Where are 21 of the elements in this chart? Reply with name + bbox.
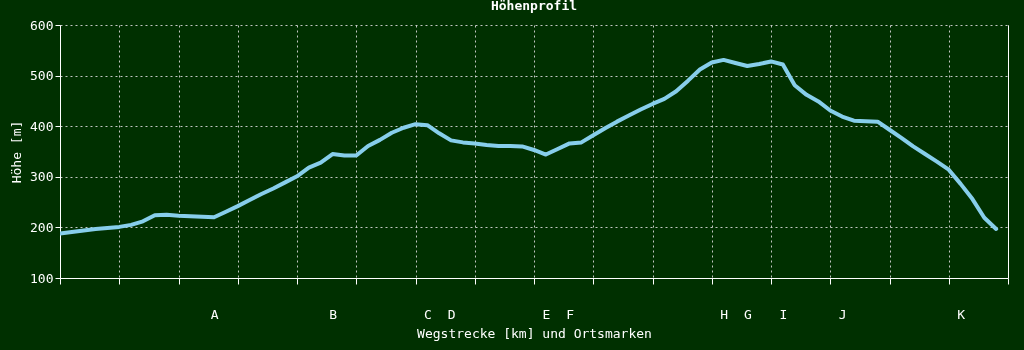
x-tick-label: K	[957, 306, 966, 322]
y-tick-label: 100	[30, 270, 54, 286]
line-series	[60, 57, 999, 236]
y-tick-label: 500	[30, 68, 54, 84]
y-tick-label: 600	[30, 17, 54, 33]
x-axis-title: Wegstrecke [km] und Ortsmarken	[417, 325, 652, 341]
x-tick-label: D	[447, 306, 456, 322]
y-tick-label: 300	[30, 169, 54, 185]
x-tick-label: I	[779, 306, 788, 322]
x-tick-label: J	[838, 306, 847, 322]
x-tick-label: C	[423, 306, 432, 322]
y-tick-label: 200	[30, 219, 54, 235]
y-tick-label: 400	[30, 118, 54, 134]
y-axis-title: Höhe [m]	[9, 120, 25, 184]
x-tick-label: G	[743, 306, 752, 322]
x-tick-label: B	[329, 306, 338, 322]
x-tick-label: A	[210, 306, 219, 322]
x-tick-label: E	[542, 306, 551, 322]
x-tick-label: H	[720, 306, 729, 322]
x-tick-label: F	[566, 306, 575, 322]
chart-title: Höhenprofil	[490, 0, 578, 13]
